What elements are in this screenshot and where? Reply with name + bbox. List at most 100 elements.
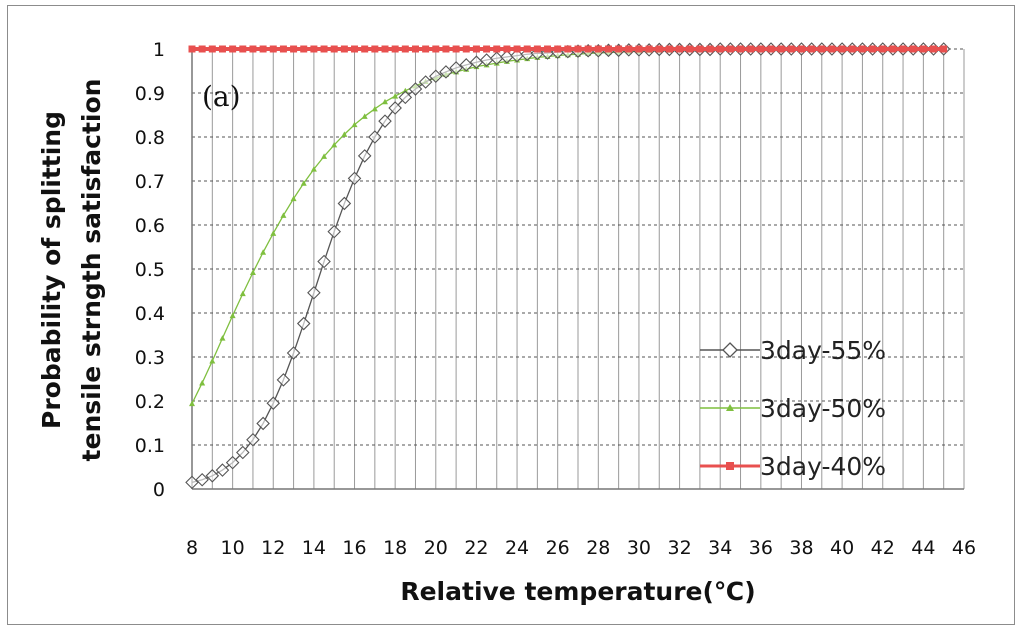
x-tick-label: 10 [221, 537, 245, 559]
data-point [489, 51, 504, 66]
y-tick-label: 1 [153, 39, 165, 61]
data-point [219, 335, 226, 341]
data-point [378, 114, 392, 128]
data-point [327, 224, 341, 239]
x-tick-label: 36 [749, 537, 773, 559]
data-point [290, 195, 297, 202]
data-point [371, 45, 379, 53]
data-point [249, 45, 257, 53]
data-point [554, 45, 562, 53]
data-point [337, 196, 352, 211]
x-tick-label: 40 [830, 537, 854, 559]
y-tick-labels: 0 0.1 0.2 0.3 0.4 0.5 0.6 0.7 0.8 0.9 1 [135, 39, 165, 501]
data-point [260, 249, 267, 255]
data-point [290, 45, 298, 53]
data-point [205, 469, 220, 483]
data-point [747, 45, 755, 53]
data-point [449, 61, 463, 75]
data-point [818, 45, 826, 53]
data-point [368, 130, 382, 144]
data-point [340, 45, 348, 53]
legend-label-1: 3day-55% [760, 336, 886, 365]
data-point [716, 45, 724, 53]
data-point [198, 45, 206, 53]
data-point [472, 45, 480, 53]
data-point [767, 45, 775, 53]
data-point [686, 45, 694, 53]
data-point [503, 45, 511, 53]
x-tick-label: 42 [871, 537, 895, 559]
data-point [371, 105, 378, 112]
data-point [919, 45, 927, 53]
x-tick-label: 34 [708, 537, 732, 559]
data-point [513, 45, 521, 53]
data-point [398, 90, 413, 105]
data-point [869, 45, 877, 53]
data-point [391, 45, 399, 53]
data-point [544, 45, 552, 53]
x-tick-label: 26 [546, 537, 570, 559]
x-tick-label: 28 [586, 537, 610, 559]
data-point [696, 45, 704, 53]
data-point [432, 45, 440, 53]
data-point [645, 45, 653, 53]
data-point [208, 45, 216, 53]
data-point [737, 45, 745, 53]
data-point [269, 45, 277, 53]
data-point [331, 141, 338, 148]
data-point [249, 269, 256, 276]
data-point [706, 45, 714, 53]
data-point [797, 45, 805, 53]
data-point [259, 45, 267, 53]
data-point [357, 149, 372, 163]
data-point [195, 472, 209, 487]
data-point [940, 45, 948, 53]
y-tick-label: 0.5 [135, 259, 165, 281]
data-point [239, 45, 247, 53]
data-point [889, 45, 897, 53]
data-point [361, 45, 369, 53]
chart-frame [7, 5, 1015, 625]
data-point [188, 45, 196, 53]
data-point [574, 45, 582, 53]
legend: 3day-55% 3day-50% 3day-40% [700, 336, 886, 481]
data-point [270, 230, 277, 236]
y-tick-label: 0.1 [135, 435, 165, 457]
grid [191, 48, 965, 490]
data-point [422, 45, 430, 53]
data-point [388, 101, 402, 115]
data-point [317, 254, 331, 269]
data-point [279, 45, 287, 53]
data-point [828, 45, 836, 53]
data-point [452, 45, 460, 53]
data-point [665, 45, 673, 53]
x-tick-label: 30 [627, 537, 651, 559]
legend-label-2: 3day-50% [760, 394, 886, 423]
data-point [594, 45, 602, 53]
y-tick-label: 0 [153, 479, 165, 501]
data-point [858, 45, 866, 53]
data-point [320, 45, 328, 53]
data-point [280, 212, 287, 218]
legend-marker-3 [726, 462, 734, 470]
data-point [483, 45, 491, 53]
data-point [459, 58, 474, 72]
data-point [256, 416, 270, 431]
x-tick-label: 32 [667, 537, 691, 559]
data-point [930, 45, 938, 53]
data-point [500, 50, 514, 64]
legend-entry-1: 3day-55% [700, 336, 886, 365]
data-point [310, 166, 317, 172]
y-tick-label: 0.2 [135, 391, 165, 413]
legend-marker-1 [722, 342, 738, 358]
data-point [838, 45, 846, 53]
data-point [300, 45, 308, 53]
y-axis-title-line-2: tensile strngth satisfaction [77, 79, 106, 462]
x-axis-title: Relative temperature(℃) [400, 577, 755, 606]
data-point [879, 45, 887, 53]
data-point [209, 357, 216, 364]
data-point [899, 45, 907, 53]
data-point [442, 45, 450, 53]
data-point [246, 432, 260, 447]
